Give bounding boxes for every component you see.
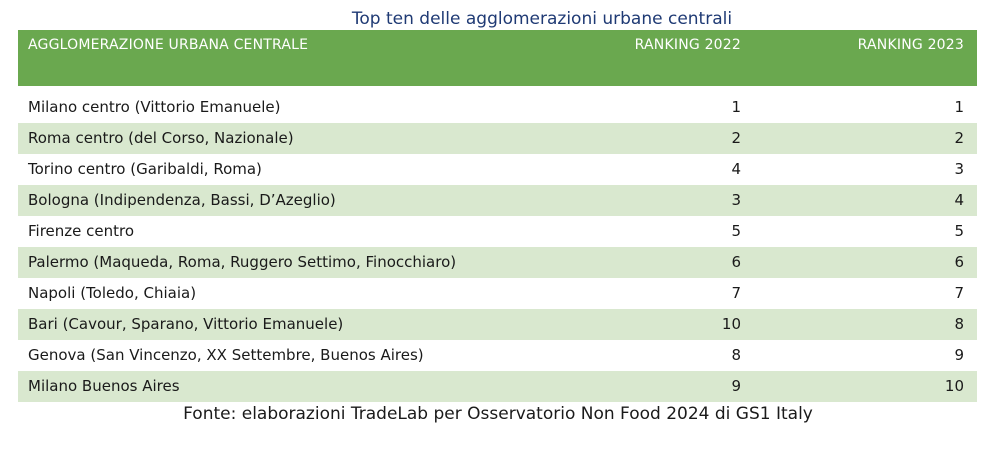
source-note: Fonte: elaborazioni TradeLab per Osserva… bbox=[183, 404, 813, 424]
table-row: Bari (Cavour, Sparano, Vittorio Emanuele… bbox=[18, 309, 977, 340]
table-body: Milano centro (Vittorio Emanuele) 1 1 Roma … bbox=[18, 92, 977, 402]
cell-agglomerazione: Roma centro (del Corso, Nazionale) bbox=[28, 129, 294, 147]
cell-ranking-2022: 5 bbox=[731, 222, 741, 240]
table-row: Palermo (Maqueda, Roma, Ruggero Settimo,… bbox=[18, 247, 977, 278]
cell-agglomerazione: Bari (Cavour, Sparano, Vittorio Emanuele… bbox=[28, 315, 344, 333]
ranking-table: AGGLOMERAZIONE URBANA CENTRALE RANKING 2… bbox=[18, 30, 977, 402]
cell-ranking-2022: 4 bbox=[731, 160, 741, 178]
cell-agglomerazione: Milano centro (Vittorio Emanuele) bbox=[28, 98, 281, 116]
cell-agglomerazione: Genova (San Vincenzo, XX Settembre, Buen… bbox=[28, 346, 424, 364]
table-row: Genova (San Vincenzo, XX Settembre, Buen… bbox=[18, 340, 977, 371]
table-row: Firenze centro 5 5 bbox=[18, 216, 977, 247]
cell-agglomerazione: Palermo (Maqueda, Roma, Ruggero Settimo,… bbox=[28, 253, 457, 271]
cell-ranking-2022: 6 bbox=[731, 253, 741, 271]
cell-ranking-2023: 9 bbox=[954, 346, 964, 364]
cell-ranking-2022: 8 bbox=[731, 346, 741, 364]
cell-ranking-2023: 4 bbox=[954, 191, 964, 209]
table-row: Napoli (Toledo, Chiaia) 7 7 bbox=[18, 278, 977, 309]
cell-agglomerazione: Milano Buenos Aires bbox=[28, 377, 180, 395]
cell-ranking-2022: 1 bbox=[731, 98, 741, 116]
table-row: Bologna (Indipendenza, Bassi, D’Azeglio)… bbox=[18, 185, 977, 216]
table-row: Milano centro (Vittorio Emanuele) 1 1 bbox=[18, 92, 977, 123]
table-title: Top ten delle agglomerazioni urbane cent… bbox=[351, 9, 733, 29]
cell-ranking-2023: 2 bbox=[954, 129, 964, 147]
cell-agglomerazione: Napoli (Toledo, Chiaia) bbox=[28, 284, 197, 302]
cell-ranking-2023: 7 bbox=[954, 284, 964, 302]
cell-agglomerazione: Torino centro (Garibaldi, Roma) bbox=[28, 160, 262, 178]
cell-ranking-2023: 10 bbox=[944, 377, 964, 395]
cell-agglomerazione: Firenze centro bbox=[28, 222, 135, 240]
table-row: Torino centro (Garibaldi, Roma) 4 3 bbox=[18, 154, 977, 185]
column-header-ranking-2023: RANKING 2023 bbox=[857, 37, 964, 53]
cell-agglomerazione: Bologna (Indipendenza, Bassi, D’Azeglio) bbox=[28, 191, 336, 209]
cell-ranking-2022: 2 bbox=[731, 129, 741, 147]
cell-ranking-2023: 8 bbox=[954, 315, 964, 333]
cell-ranking-2023: 5 bbox=[954, 222, 964, 240]
table-row: Roma centro (del Corso, Nazionale) 2 2 bbox=[18, 123, 977, 154]
cell-ranking-2022: 9 bbox=[731, 377, 741, 395]
cell-ranking-2023: 3 bbox=[954, 160, 964, 178]
column-header-ranking-2022: RANKING 2022 bbox=[634, 37, 741, 53]
table-header: AGGLOMERAZIONE URBANA CENTRALE RANKING 2… bbox=[18, 30, 977, 86]
table-row: Milano Buenos Aires 9 10 bbox=[18, 371, 977, 402]
cell-ranking-2023: 6 bbox=[954, 253, 964, 271]
cell-ranking-2022: 7 bbox=[731, 284, 741, 302]
cell-ranking-2023: 1 bbox=[954, 98, 964, 116]
column-header-agglomerazione: AGGLOMERAZIONE URBANA CENTRALE bbox=[28, 37, 309, 53]
cell-ranking-2022: 10 bbox=[721, 315, 741, 333]
cell-ranking-2022: 3 bbox=[731, 191, 741, 209]
